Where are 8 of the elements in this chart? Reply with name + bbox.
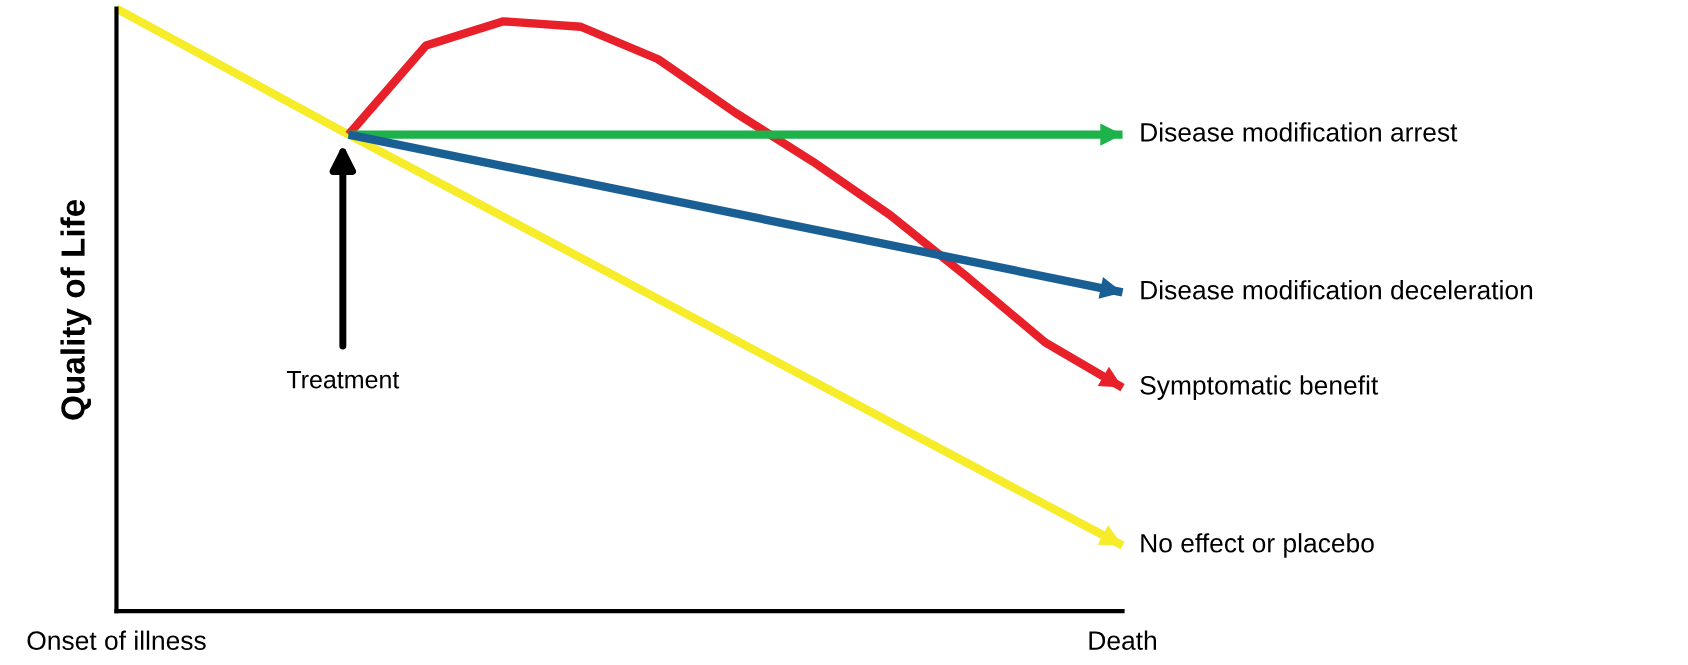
legend-label: Disease modification arrest bbox=[1141, 122, 1458, 142]
x-tick-label: Death bbox=[1089, 630, 1157, 650]
annotation: Treatment bbox=[286, 371, 400, 389]
legend-label: Symptomatic benefit bbox=[1140, 375, 1379, 400]
legend-label: No effect or placebo bbox=[1141, 533, 1374, 558]
x-tick-label: Onset of illness bbox=[27, 630, 206, 650]
legend-label: Disease modification deceleration bbox=[1141, 280, 1533, 300]
y-axis-title: Quality of Life bbox=[60, 199, 92, 420]
